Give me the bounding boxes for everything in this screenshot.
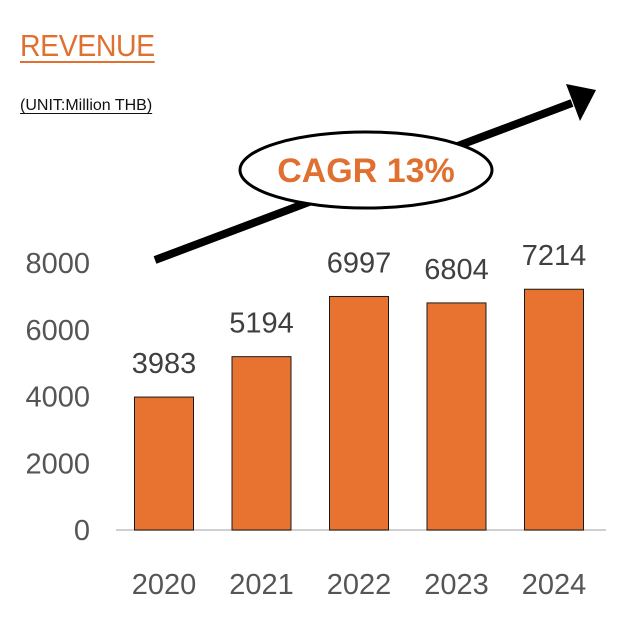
bar-2023 — [426, 302, 487, 531]
cagr-ellipse — [238, 130, 494, 210]
y-tick-label: 2000 — [25, 448, 90, 480]
y-tick-label: 6000 — [25, 315, 90, 347]
y-tick-label: 0 — [74, 515, 90, 547]
data-label: 7214 — [522, 240, 587, 272]
y-tick-label: 8000 — [25, 248, 90, 280]
data-label: 6997 — [327, 247, 392, 279]
x-tick-label: 2023 — [424, 569, 489, 601]
growth-arrow-head — [566, 84, 596, 121]
bar-2020 — [134, 396, 194, 531]
bars — [134, 288, 584, 531]
x-tick-label: 2020 — [132, 569, 197, 601]
data-label: 5194 — [229, 308, 294, 340]
chart-title: REVENUE — [20, 28, 155, 63]
data-label: 6804 — [424, 254, 489, 286]
x-tick-label: 2021 — [229, 569, 294, 601]
bar-2024 — [524, 288, 584, 531]
y-axis-ticks: 0 2000 4000 6000 8000 — [25, 248, 90, 547]
x-axis-ticks: 2020 2021 2022 2023 2024 — [132, 569, 587, 601]
y-tick-label: 4000 — [25, 382, 90, 414]
data-labels: 3983 5194 6997 6804 7214 — [132, 240, 587, 380]
data-label: 3983 — [132, 348, 197, 380]
cagr-label: CAGR 13% — [277, 152, 455, 190]
x-tick-label: 2022 — [327, 569, 392, 601]
bar-2021 — [231, 356, 292, 531]
bar-2022 — [329, 295, 389, 531]
unit-label: (UNIT:Million THB) — [20, 97, 153, 114]
x-tick-label: 2024 — [522, 569, 587, 601]
